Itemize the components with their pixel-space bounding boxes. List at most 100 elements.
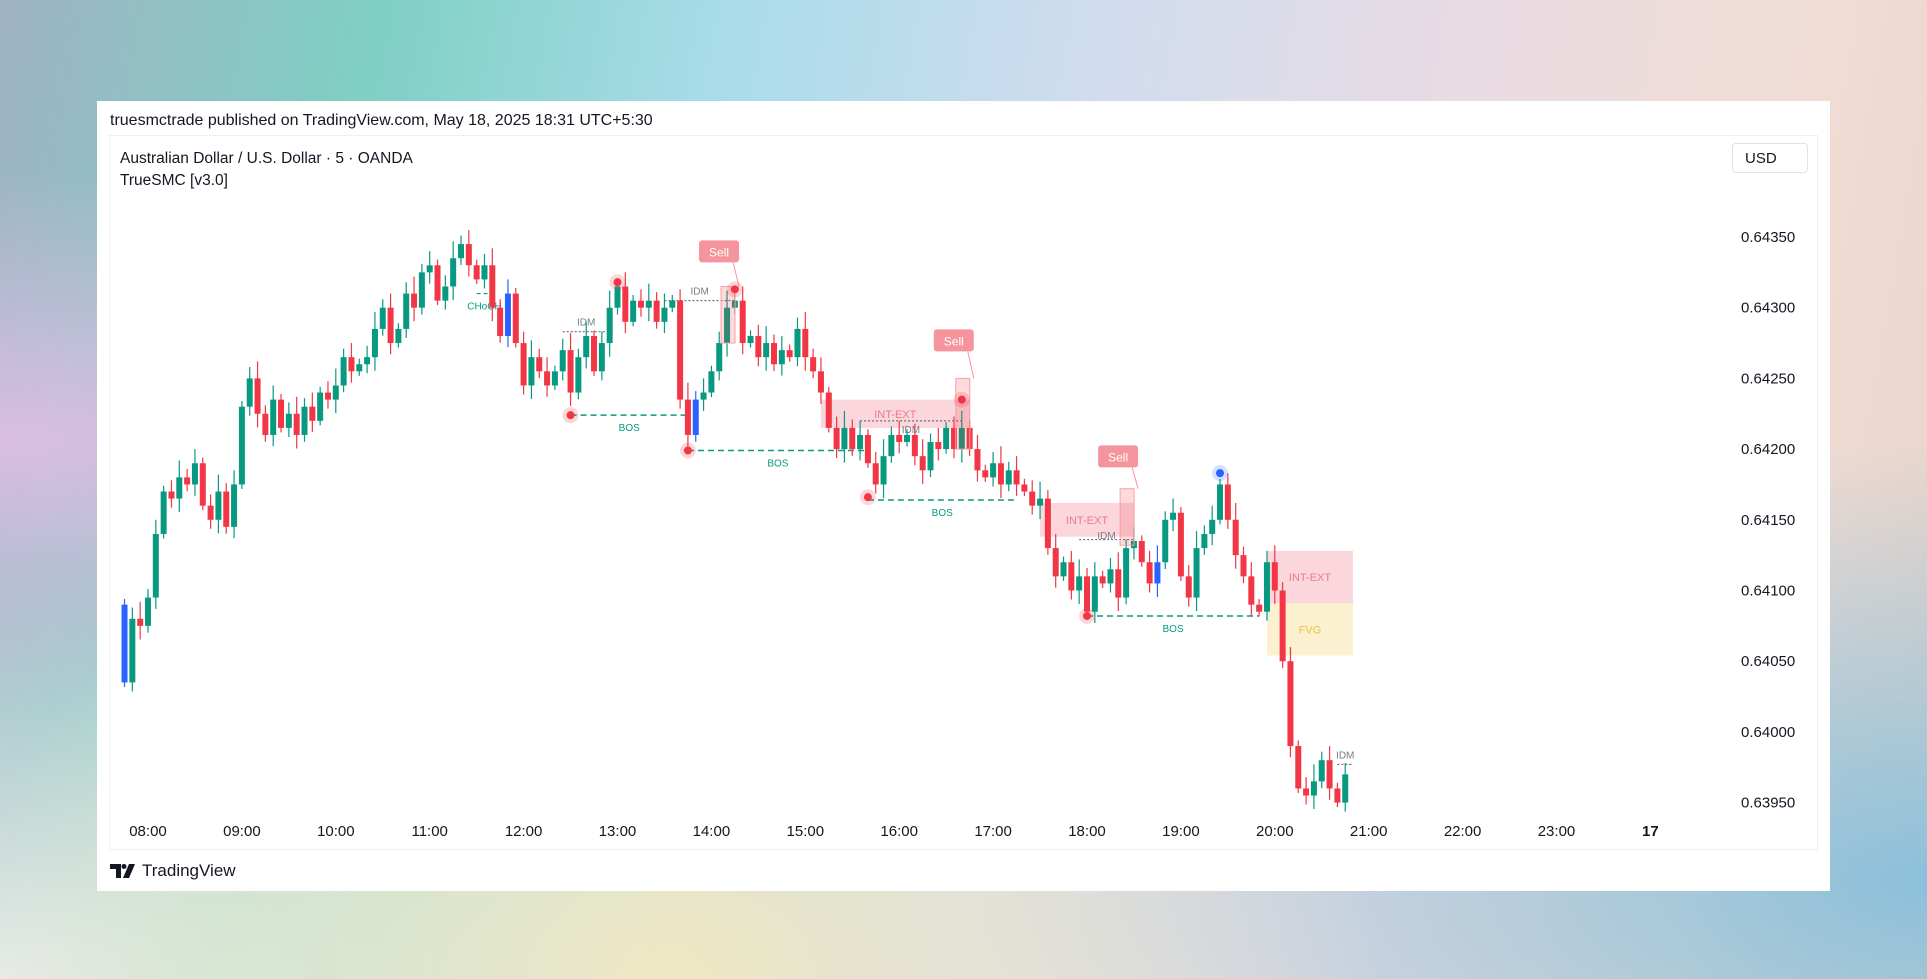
candle-body [317, 392, 324, 421]
idm-label: IDM [690, 287, 708, 298]
candle-body [254, 378, 261, 414]
candle-body [231, 484, 238, 527]
candle-body [1232, 519, 1239, 556]
candle-body [551, 371, 558, 386]
swing-point [1083, 611, 1091, 620]
candle-body [904, 434, 911, 443]
candle-body [598, 343, 605, 372]
candle-body [567, 350, 574, 393]
tradingview-brand[interactable]: TradingView [110, 861, 236, 881]
time-tick: 15:00 [787, 823, 825, 840]
candle-body [1068, 562, 1075, 591]
candle-body [465, 244, 472, 266]
candle-body [1123, 548, 1130, 598]
candle-body [121, 604, 128, 683]
candle-body [450, 258, 457, 287]
sell-label: Sell [944, 334, 964, 348]
candle-body [880, 456, 887, 485]
candle-body [489, 265, 496, 308]
candle-body [1146, 562, 1153, 584]
sell-badge [1098, 445, 1139, 468]
candle-body [309, 406, 316, 421]
candle-body [191, 463, 198, 485]
sell-order-block [955, 377, 971, 450]
candlestick-chart[interactable]: INT-EXT INT-EXT INT-EXT FVG BOS BOS BOS BOS CHoC… [110, 136, 1817, 849]
candle-body [332, 385, 339, 400]
candle-body [504, 293, 511, 336]
candle-body [1334, 788, 1341, 803]
idm-label: IDM [1097, 531, 1115, 542]
candle-body [1154, 562, 1161, 584]
price-tick: 0.64050 [1741, 653, 1795, 670]
candle-body [176, 477, 183, 499]
candle-body [371, 328, 378, 358]
time-tick: 22:00 [1444, 823, 1482, 840]
candle-body [849, 427, 856, 450]
sell-pointer [1131, 467, 1139, 489]
time-tick: 17:00 [974, 823, 1012, 840]
candle-body [888, 434, 895, 457]
candle-body [1037, 498, 1044, 506]
candle-body [857, 434, 864, 450]
candle-body [1318, 760, 1325, 782]
candle-body [802, 328, 809, 358]
candle-body [418, 272, 425, 308]
candle-body [1084, 576, 1090, 612]
candle-body [677, 300, 684, 400]
candle-body [559, 350, 566, 372]
candle-body [1177, 512, 1184, 577]
candle-body [684, 399, 691, 435]
candle-body [919, 456, 926, 471]
candle-body [145, 597, 151, 626]
candle-body [606, 307, 613, 344]
candle-body [1263, 562, 1270, 612]
time-tick: 13:00 [599, 823, 637, 840]
int-ext-label: INT-EXT [1066, 515, 1108, 527]
candle-body [481, 265, 488, 280]
candle-body [591, 335, 598, 372]
candle-body [1029, 491, 1036, 506]
price-tick: 0.63950 [1741, 795, 1795, 812]
candle-body [262, 413, 269, 435]
candle-body [152, 533, 159, 598]
published-info: truesmctrade published on TradingView.co… [110, 112, 653, 129]
symbol-title: Australian Dollar / U.S. Dollar · 5 · OA… [120, 150, 413, 167]
indicator-title: TrueSMC [v3.0] [120, 172, 228, 189]
candle-body [614, 286, 621, 308]
candle-body [1271, 562, 1278, 591]
candle-body [411, 293, 418, 308]
candle-body [739, 300, 746, 344]
candle-body [1224, 484, 1231, 520]
candle-body [1107, 569, 1114, 584]
price-tick: 0.64150 [1741, 512, 1795, 529]
sell-badge [699, 240, 740, 263]
candle-body [168, 491, 175, 499]
candle-body [324, 392, 331, 400]
time-tick: 08:00 [129, 823, 167, 840]
candle-body [238, 406, 245, 485]
time-tick: 12:00 [505, 823, 543, 840]
sell-pointer [967, 351, 975, 379]
candle-body [716, 343, 723, 372]
candle-body [1060, 562, 1067, 577]
tradingview-logo-icon [110, 864, 135, 878]
candle-body [911, 434, 918, 457]
candle-body [1248, 576, 1255, 605]
candle-body [653, 300, 660, 322]
candle-body [536, 357, 543, 372]
candle-body [817, 371, 824, 393]
candle-body [1240, 555, 1247, 577]
price-tick: 0.64200 [1741, 441, 1795, 458]
candle-body [1170, 512, 1177, 520]
candle-body [794, 328, 801, 358]
currency-button[interactable]: USD [1732, 143, 1808, 173]
candle-body [943, 427, 950, 450]
candle-body [1138, 541, 1145, 563]
candle-body [137, 618, 144, 626]
price-tick: 0.64300 [1741, 300, 1795, 317]
chart-panel[interactable]: INT-EXT INT-EXT INT-EXT FVG BOS BOS BOS BOS CHoC… [109, 135, 1818, 850]
candle-body [278, 399, 285, 428]
time-tick: 11:00 [411, 823, 447, 840]
candle-body [184, 477, 191, 485]
candle-body [285, 413, 292, 428]
